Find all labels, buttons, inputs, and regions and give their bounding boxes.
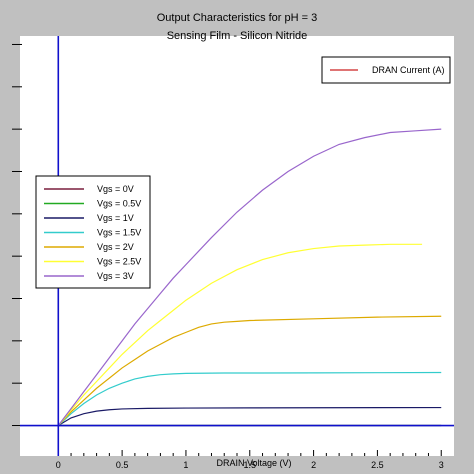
legend-entry: Vgs = 0.5V <box>97 199 141 209</box>
x-tick-label: 2 <box>311 460 316 470</box>
legend-series: Vgs = 0V Vgs = 0.5V Vgs = 1V Vgs = 1.5V Vgs … <box>35 175 151 289</box>
y-ticks <box>12 43 22 427</box>
x-tick-label: 1 <box>183 460 188 470</box>
legend-entry: Vgs = 1V <box>97 213 134 223</box>
legend-entry: Vgs = 3V <box>97 271 134 281</box>
legend-entry: Vgs = 1.5V <box>97 228 141 238</box>
x-tick-label: 1.5 <box>244 460 257 470</box>
x-tick-label: 3 <box>439 460 444 470</box>
legend-entry: Vgs = 2V <box>97 242 134 252</box>
legend-entry: Vgs = 0V <box>97 184 134 194</box>
legend-top-right: DRAN Current (A) <box>321 56 451 84</box>
series-line <box>57 371 442 426</box>
legend-entry: Vgs = 2.5V <box>97 257 141 267</box>
chart-title: Output Characteristics for pH = 3 <box>157 12 317 24</box>
series-line <box>57 128 442 426</box>
x-tick-label: 0.5 <box>116 460 129 470</box>
x-tick-label: 0 <box>56 460 61 470</box>
legend-top-right-label: DRAN Current (A) <box>372 65 445 75</box>
series-line <box>57 406 442 427</box>
series-line <box>57 243 423 426</box>
x-axis-label: DRAIN Voltage (V) <box>216 458 291 468</box>
chart-subtitle: Sensing Film - Silicon Nitride <box>167 30 308 42</box>
x-tick-label: 2.5 <box>371 460 384 470</box>
series-line <box>57 315 442 426</box>
